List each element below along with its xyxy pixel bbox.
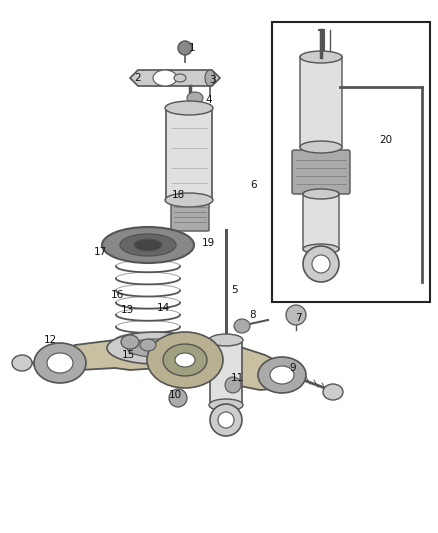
Text: 17: 17 (93, 247, 106, 257)
Polygon shape (45, 338, 295, 390)
Text: 14: 14 (156, 303, 170, 313)
Ellipse shape (174, 74, 186, 82)
Ellipse shape (12, 355, 32, 371)
Ellipse shape (178, 41, 192, 55)
Ellipse shape (121, 335, 139, 349)
Text: 9: 9 (290, 363, 297, 373)
Bar (272, 22, 430, 302)
Ellipse shape (34, 343, 86, 383)
Ellipse shape (205, 70, 215, 86)
Text: 10: 10 (169, 390, 182, 400)
FancyBboxPatch shape (171, 201, 209, 231)
Ellipse shape (218, 412, 234, 428)
Ellipse shape (303, 246, 339, 282)
Text: 11: 11 (230, 373, 244, 383)
Polygon shape (130, 70, 220, 86)
Ellipse shape (300, 141, 342, 153)
Text: 12: 12 (43, 335, 57, 345)
Text: 1: 1 (189, 43, 195, 53)
Ellipse shape (210, 404, 242, 436)
Ellipse shape (225, 377, 241, 393)
Text: 6: 6 (251, 180, 257, 190)
Ellipse shape (303, 189, 339, 199)
Ellipse shape (147, 332, 223, 388)
Ellipse shape (47, 353, 73, 373)
Ellipse shape (175, 353, 195, 367)
FancyBboxPatch shape (210, 338, 242, 407)
Ellipse shape (323, 384, 343, 400)
Ellipse shape (312, 255, 330, 273)
Ellipse shape (300, 51, 342, 63)
FancyBboxPatch shape (303, 192, 339, 251)
FancyBboxPatch shape (292, 150, 350, 194)
Ellipse shape (165, 101, 213, 115)
Text: 3: 3 (208, 75, 215, 85)
Ellipse shape (165, 193, 213, 207)
Text: 13: 13 (120, 305, 134, 315)
Text: 19: 19 (201, 238, 215, 248)
Ellipse shape (153, 70, 177, 86)
Ellipse shape (127, 339, 183, 357)
Text: 8: 8 (250, 310, 256, 320)
Ellipse shape (120, 234, 176, 256)
Ellipse shape (209, 334, 243, 346)
Text: 7: 7 (295, 313, 301, 323)
Ellipse shape (209, 399, 243, 411)
Text: 18: 18 (171, 190, 185, 200)
Ellipse shape (258, 357, 306, 393)
Ellipse shape (140, 339, 156, 351)
Text: 20: 20 (379, 135, 392, 145)
Ellipse shape (234, 319, 250, 333)
Text: 2: 2 (135, 73, 141, 83)
Ellipse shape (163, 344, 207, 376)
Ellipse shape (169, 389, 187, 407)
Text: 16: 16 (110, 290, 124, 300)
Ellipse shape (270, 366, 294, 384)
Ellipse shape (303, 244, 339, 254)
Text: 5: 5 (231, 285, 237, 295)
Text: 15: 15 (121, 350, 134, 360)
Ellipse shape (187, 92, 203, 104)
FancyBboxPatch shape (166, 106, 212, 202)
Ellipse shape (107, 332, 203, 364)
FancyBboxPatch shape (300, 55, 342, 149)
Text: 4: 4 (206, 95, 212, 105)
Ellipse shape (286, 305, 306, 325)
Ellipse shape (102, 227, 194, 263)
Ellipse shape (134, 239, 162, 251)
